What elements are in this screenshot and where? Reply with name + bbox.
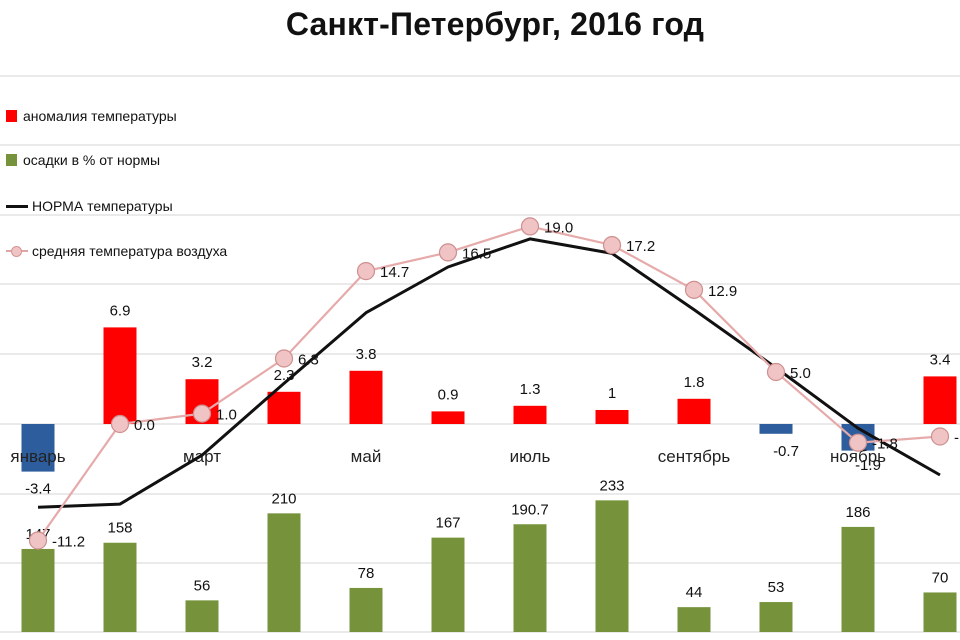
average-temperature-data-label: 19.0 (544, 219, 573, 236)
average-temperature-marker (192, 404, 212, 423)
precipitation-bar (841, 526, 875, 632)
average-temperature-data-label: 1.0 (216, 407, 237, 424)
average-temperature-marker (766, 362, 786, 382)
legend-label-precipitation: осадки в % от нормы (23, 152, 161, 168)
average-temperature-marker (438, 243, 458, 262)
x-axis-tick-label: сентябрь (658, 447, 731, 466)
anomaly-bar (21, 424, 55, 472)
precipitation-bar (21, 548, 55, 632)
legend-label-norm: НОРМА температуры (32, 198, 173, 214)
anomaly-data-label: -3.4 (25, 481, 51, 498)
precipitation-bar (349, 587, 383, 632)
legend-swatch-anomaly (6, 110, 17, 122)
average-temperature-marker (356, 262, 376, 281)
average-temperature-marker (274, 349, 294, 368)
precipitation-data-label: 186 (845, 504, 870, 521)
average-temperature-marker (684, 280, 704, 299)
average-temperature-marker (848, 433, 868, 452)
precipitation-data-label: 167 (435, 515, 460, 532)
x-axis-tick-label: май (351, 447, 382, 466)
average-temperature-line (37, 225, 941, 542)
norm-temperature-line (37, 237, 941, 509)
average-temperature-data-label: 16.5 (462, 245, 491, 262)
legend-swatch-precipitation (6, 154, 17, 166)
average-temperature-data-label: - (954, 429, 959, 446)
anomaly-data-label: 1.8 (684, 374, 705, 391)
legend-swatch-norm (6, 204, 28, 208)
precipitation-bar (103, 542, 137, 632)
precipitation-data-label: 233 (599, 477, 624, 494)
anomaly-data-label: -0.7 (773, 443, 799, 460)
anomaly-bar (759, 424, 793, 434)
anomaly-data-label: 3.8 (356, 346, 377, 363)
precipitation-bar (431, 537, 465, 632)
anomaly-data-label: 3.2 (192, 354, 213, 371)
legend-label-average: средняя температура воздуха (32, 243, 228, 259)
average-temperature-marker (930, 427, 950, 446)
anomaly-bar (677, 398, 711, 424)
average-temperature-data-label: 5.0 (790, 365, 811, 382)
precipitation-bar (759, 602, 793, 632)
average-temperature-data-label: 14.7 (380, 264, 409, 281)
precipitation-data-label: 70 (932, 569, 949, 586)
legend-item-average: средняя температура воздуха (6, 243, 227, 259)
precipitation-data-label: 190.7 (511, 501, 549, 518)
legend-item-precipitation: осадки в % от нормы (6, 152, 160, 168)
precipitation-bar (595, 500, 629, 632)
precipitation-data-label: 210 (271, 490, 296, 507)
average-temperature-marker (28, 531, 48, 550)
legend-item-norm: НОРМА температуры (6, 198, 173, 214)
anomaly-data-label: 1 (608, 385, 616, 402)
precipitation-data-label: 53 (768, 579, 785, 596)
average-temperature-data-label: 0.0 (134, 417, 155, 434)
precipitation-data-label: 78 (358, 565, 375, 582)
average-temperature-marker (520, 217, 540, 236)
anomaly-data-label: 0.9 (438, 386, 459, 403)
average-temperature-data-label: 6.3 (298, 351, 319, 368)
precipitation-bar (513, 524, 547, 632)
legend-label-anomaly: аномалия температуры (23, 108, 177, 124)
precipitation-data-label: 56 (194, 577, 211, 594)
anomaly-data-label: 6.9 (110, 302, 131, 319)
precipitation-bar (267, 513, 301, 632)
precipitation-bar (923, 592, 957, 632)
anomaly-data-label: -1.9 (855, 457, 881, 474)
average-temperature-data-label: -1.8 (872, 436, 898, 453)
anomaly-data-label: 1.3 (520, 381, 541, 398)
anomaly-bar (349, 370, 383, 424)
precipitation-data-label: 158 (107, 520, 132, 537)
legend-item-anomaly: аномалия температуры (6, 108, 177, 124)
legend-swatch-average (6, 244, 28, 258)
precipitation-data-label: 44 (686, 584, 703, 601)
precipitation-bar (677, 607, 711, 632)
precipitation-bar (185, 600, 219, 632)
x-axis-tick-label: ноябрь (830, 447, 886, 466)
x-axis-tick-label: январь (10, 447, 65, 466)
x-axis-tick-label: июль (510, 447, 551, 466)
chart-title: Санкт-Петербург, 2016 год (285, 6, 705, 42)
anomaly-bar (595, 410, 629, 424)
average-temperature-marker (602, 236, 622, 255)
anomaly-bar (103, 327, 137, 424)
average-temperature-data-label: -11.2 (52, 533, 85, 550)
average-temperature-data-label: 17.2 (626, 238, 655, 255)
anomaly-bar (431, 411, 465, 424)
anomaly-bar (267, 391, 301, 424)
anomaly-bar (923, 376, 957, 424)
average-temperature-marker (110, 414, 130, 434)
anomaly-data-label: 3.4 (930, 351, 951, 368)
average-temperature-data-label: 12.9 (708, 283, 737, 300)
anomaly-bar (513, 405, 547, 424)
